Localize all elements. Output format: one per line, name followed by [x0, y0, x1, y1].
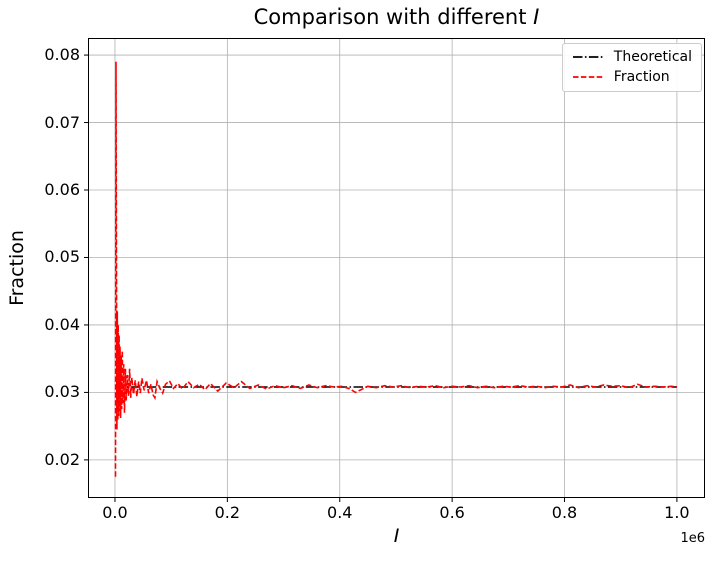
x-tick-label: 1.0	[664, 503, 690, 522]
x-tick-label: 0.8	[551, 503, 578, 522]
plot-frame	[88, 38, 705, 498]
y-tick-label: 0.07	[44, 112, 80, 132]
y-axis-label: Fraction	[6, 230, 28, 306]
x-axis-offset-text: 1e6	[680, 531, 705, 546]
chart-title-math-symbol: I	[533, 5, 540, 29]
y-tick-label: 0.04	[44, 314, 80, 334]
legend-entry-theoretical: Theoretical	[572, 49, 692, 65]
y-tick-label: 0.08	[44, 45, 80, 65]
y-tick-label: 0.02	[44, 449, 80, 469]
plot-canvas	[84, 38, 705, 502]
y-tick-label: 0.03	[44, 382, 80, 402]
x-tick-label: 0.6	[439, 503, 465, 522]
dashed-line-icon	[572, 76, 604, 78]
x-tick-label: 0.4	[327, 503, 353, 522]
chart-title-text: Comparison with different	[253, 5, 534, 29]
plot-area: Theoretical Fraction	[84, 38, 705, 502]
legend-label-fraction: Fraction	[613, 69, 670, 85]
x-tick-label: 0.2	[214, 503, 241, 522]
x-tick-label: 0.0	[102, 503, 128, 522]
x-axis-label: I	[393, 525, 400, 547]
y-tick-label: 0.06	[44, 180, 80, 199]
legend-entry-fraction: Fraction	[572, 69, 692, 85]
series-line-fraction	[114, 61, 677, 477]
legend: Theoretical Fraction	[561, 43, 702, 92]
legend-label-theoretical: Theoretical	[613, 49, 692, 65]
dashdot-line-icon	[572, 56, 604, 58]
chart-title: Comparison with different I	[88, 5, 705, 29]
y-tick-label: 0.05	[44, 247, 80, 267]
